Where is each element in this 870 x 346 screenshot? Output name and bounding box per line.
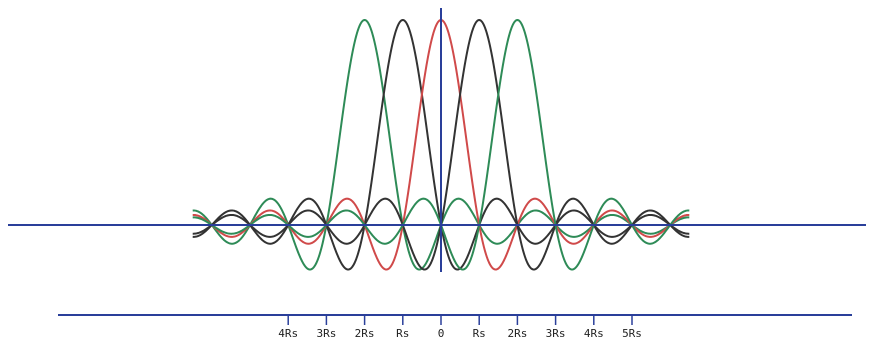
x-tick-label: 0: [438, 327, 445, 340]
x-tick-label: 4Rs: [278, 327, 298, 340]
x-tick-label: 2Rs: [507, 327, 527, 340]
x-tick-label: 4Rs: [584, 327, 604, 340]
x-tick-label: 5Rs: [622, 327, 642, 340]
x-tick-label: Rs: [473, 327, 486, 340]
x-tick-label: 3Rs: [546, 327, 566, 340]
x-tick-label: 2Rs: [355, 327, 375, 340]
x-tick-label: Rs: [396, 327, 409, 340]
x-tick-label: 3Rs: [316, 327, 336, 340]
axis-layer: 4Rs 3Rs 2Rs Rs 0 Rs 2Rs 3Rs 4Rs 5Rs: [8, 8, 866, 340]
